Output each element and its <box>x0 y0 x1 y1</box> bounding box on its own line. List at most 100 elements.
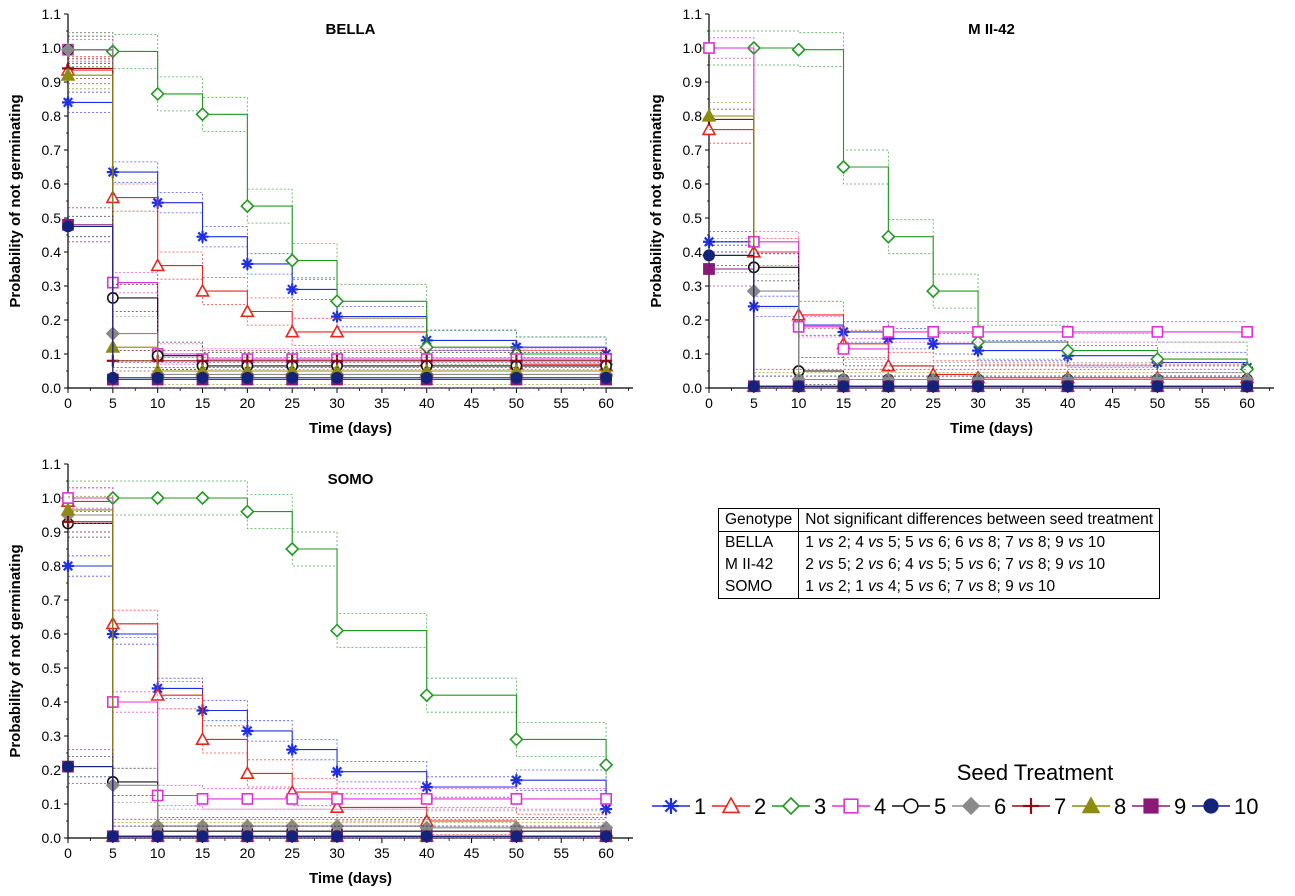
legend-label: 6 <box>994 794 1006 819</box>
y-axis-title: Probability of not germinating <box>7 94 24 307</box>
x-tick-label: 0 <box>64 395 72 411</box>
series-1 <box>62 91 613 365</box>
data-point <box>286 792 299 805</box>
x-tick-label: 30 <box>970 395 986 411</box>
data-point <box>747 380 760 393</box>
data-point <box>286 743 299 756</box>
x-tick-label: 10 <box>150 395 166 411</box>
x-tick-label: 45 <box>464 845 480 861</box>
data-point <box>241 257 254 270</box>
y-tick-label: 0.1 <box>42 796 62 812</box>
panel-title: M II-42 <box>968 21 1015 38</box>
table-row: M II-42 2 vs 5; 2 vs 6; 4 vs 5; 5 vs 6; … <box>717 554 1161 576</box>
data-point <box>241 830 254 843</box>
legend-item-8: 8 <box>1072 794 1126 819</box>
ci-upper-line <box>709 238 1248 363</box>
ci-upper-line <box>709 251 1248 370</box>
ci-upper-line <box>68 480 607 748</box>
legend-marker <box>721 796 741 814</box>
ci-lower-line <box>68 88 607 385</box>
data-point <box>927 337 940 350</box>
data-point <box>284 324 300 338</box>
x-tick-label: 30 <box>329 845 345 861</box>
x-tick-label: 35 <box>374 845 390 861</box>
significance-table: Genotype Not significant differences bet… <box>717 508 1161 599</box>
data-point <box>62 96 74 109</box>
data-point <box>60 67 76 81</box>
table-row: SOMO 1 vs 2; 1 vs 4; 5 vs 6; 7 vs 8; 9 v… <box>717 576 1161 599</box>
data-point <box>196 792 209 805</box>
data-point <box>106 371 119 384</box>
data-point <box>241 371 254 384</box>
data-point <box>331 792 343 805</box>
legend-item-2: 2 <box>712 794 766 819</box>
legend-title: Seed Treatment <box>957 760 1114 785</box>
y-tick-label: 0.5 <box>42 660 62 676</box>
legend-marker <box>1081 796 1101 814</box>
data-point <box>926 283 941 299</box>
y-tick-label: 0.2 <box>42 312 62 328</box>
data-point <box>62 515 74 528</box>
ci-lower-line <box>68 66 607 389</box>
y-tick-label: 1.0 <box>683 40 703 56</box>
y-tick-label: 0.8 <box>683 108 703 124</box>
ci-upper-line <box>68 749 607 820</box>
legend-label: 7 <box>1054 794 1066 819</box>
data-point <box>600 803 613 816</box>
legend-marker <box>961 796 981 816</box>
data-point <box>836 159 851 175</box>
legend-marker <box>781 796 801 816</box>
data-point <box>837 380 850 393</box>
y-tick-label: 1.0 <box>42 40 62 56</box>
y-tick-label: 1.1 <box>42 6 62 22</box>
y-tick-label: 0.1 <box>683 346 703 362</box>
y-tick-label: 0.3 <box>683 278 703 294</box>
data-point <box>970 334 986 350</box>
legend-label: 5 <box>934 794 946 819</box>
y-tick-label: 0.9 <box>42 524 62 540</box>
y-tick-label: 0.2 <box>683 312 703 328</box>
data-point <box>420 371 433 384</box>
data-point <box>195 283 210 297</box>
legend-label: 1 <box>694 794 706 819</box>
table-header-row: Genotype Not significant differences bet… <box>717 508 1161 532</box>
x-tick-label: 5 <box>109 395 117 411</box>
y-tick-label: 0.5 <box>42 210 62 226</box>
data-point <box>331 310 344 323</box>
legend-item-10: 10 <box>1192 794 1258 819</box>
table-cell-differences: 1 vs 2; 1 vs 4; 5 vs 6; 7 vs 8; 9 vs 10 <box>798 576 1161 599</box>
legend-label: 8 <box>1114 794 1126 819</box>
data-point <box>329 324 345 338</box>
data-point <box>420 830 433 843</box>
data-point <box>196 230 209 243</box>
data-point <box>1241 380 1253 393</box>
data-point <box>1061 380 1074 393</box>
x-tick-label: 30 <box>329 395 345 411</box>
data-point <box>1151 380 1164 393</box>
x-tick-label: 25 <box>925 395 941 411</box>
y-tick-label: 0.8 <box>42 108 62 124</box>
data-point <box>150 86 165 102</box>
y-tick-label: 0.6 <box>683 176 703 192</box>
legend-items: Seed Treatment 1 2 3 4 5 6 7 8 9 10 <box>652 760 1258 819</box>
legend-label: 9 <box>1174 794 1186 819</box>
legend-label: 3 <box>814 794 826 819</box>
y-tick-label: 0.2 <box>42 762 62 778</box>
panel-title: SOMO <box>328 471 374 488</box>
y-tick-label: 0.0 <box>42 830 62 846</box>
legend-marker <box>663 798 679 814</box>
x-tick-label: 50 <box>509 845 525 861</box>
table-row: BELLA 1 vs 2; 4 vs 5; 5 vs 6; 6 vs 8; 7 … <box>717 531 1161 554</box>
data-point <box>837 342 850 355</box>
data-point <box>329 623 345 638</box>
data-point <box>331 765 344 778</box>
table-header-genotype: Genotype <box>717 508 800 532</box>
y-axis-title: Probability of not germinating <box>648 94 665 307</box>
data-point <box>62 760 74 773</box>
legend-label: 10 <box>1234 794 1258 819</box>
series-line <box>68 497 607 765</box>
x-tick-label: 55 <box>553 845 569 861</box>
x-tick-label: 55 <box>553 395 569 411</box>
y-tick-label: 1.0 <box>42 490 62 506</box>
series-10 <box>62 215 612 389</box>
